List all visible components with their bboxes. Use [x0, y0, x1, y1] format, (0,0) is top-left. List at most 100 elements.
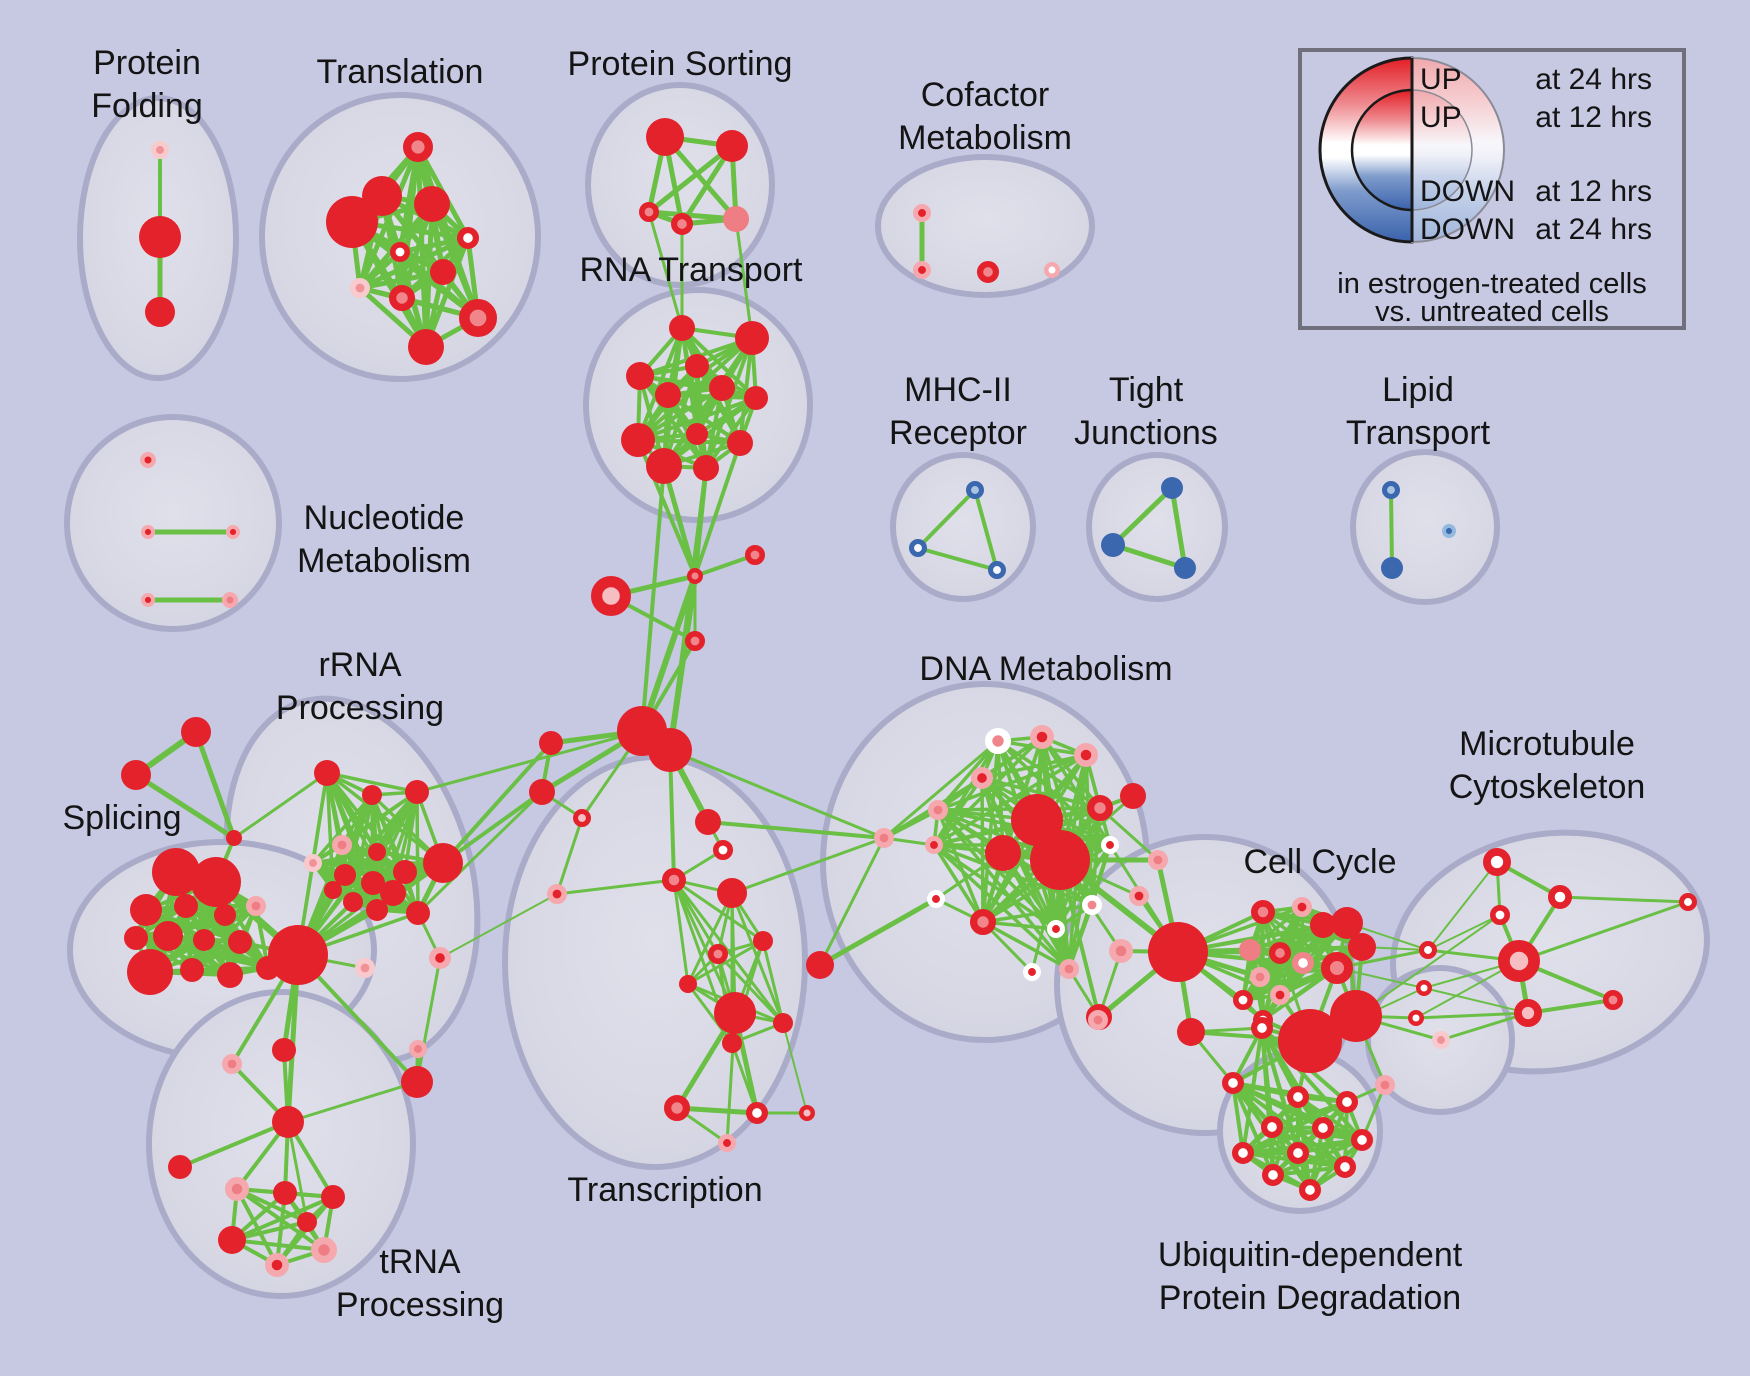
edge — [1241, 961, 1305, 1002]
node-rt3 — [626, 362, 654, 390]
node-c1 — [686, 567, 703, 584]
node-d9 — [1030, 830, 1090, 890]
legend-time-up12: at 12 hrs — [1535, 101, 1652, 134]
node-n5 — [222, 591, 239, 608]
node-ml1 — [1419, 941, 1438, 960]
cluster-label-tight: Tight Junctions — [1074, 371, 1218, 452]
edge — [936, 808, 1071, 971]
cluster-label-splicing: Splicing — [62, 799, 181, 837]
node-tr11 — [773, 1013, 793, 1033]
node-lp2 — [1381, 557, 1403, 579]
node-pf1 — [151, 141, 170, 160]
edge — [133, 772, 237, 841]
node-rt5 — [655, 382, 681, 408]
edge — [1558, 895, 1690, 904]
node-H2 — [648, 728, 692, 772]
node-mt2 — [1547, 884, 1572, 909]
node-bh2 — [1177, 1018, 1205, 1046]
node-ml4 — [1432, 1031, 1451, 1050]
node-s6 — [246, 895, 267, 916]
node-ra7 — [393, 860, 417, 884]
edge — [936, 753, 1088, 812]
node-ra3 — [405, 780, 429, 804]
edge — [1355, 914, 1501, 1017]
node-lp3 — [1441, 524, 1456, 539]
node-ps1 — [646, 118, 684, 156]
node-s10 — [228, 930, 252, 954]
node-rt7 — [744, 386, 768, 410]
node-t10 — [459, 299, 498, 338]
legend-state-down24: DOWN — [1420, 213, 1515, 246]
node-tr1 — [695, 809, 721, 835]
node-mt3 — [1490, 904, 1511, 925]
cluster-label-protein_folding: Protein Folding — [91, 44, 203, 125]
edge — [230, 1238, 326, 1252]
node-cc4 — [1331, 907, 1363, 939]
edge — [936, 808, 985, 924]
node-rt8 — [621, 423, 655, 457]
edge — [1427, 861, 1498, 951]
legend-box — [1298, 48, 1686, 330]
edge — [178, 1120, 290, 1169]
node-d21 — [1023, 963, 1042, 982]
node-u5 — [1260, 1115, 1283, 1138]
legend-time-up24: at 24 hrs — [1535, 63, 1652, 96]
legend-note-line2: vs. untreated cells — [1375, 296, 1609, 328]
node-tr7 — [707, 943, 728, 964]
node-s5 — [214, 904, 236, 926]
edge — [193, 729, 237, 841]
node-mt1 — [1483, 847, 1512, 876]
edge — [761, 939, 785, 1025]
legend-time-down24: at 24 hrs — [1535, 213, 1652, 246]
node-t1 — [403, 131, 434, 162]
edge — [439, 893, 558, 959]
node-u3 — [1286, 1085, 1309, 1108]
cluster-label-lipid: Lipid Transport — [1346, 371, 1491, 452]
cluster-label-transcription: Transcription — [567, 1171, 762, 1209]
node-d10 — [985, 835, 1021, 871]
node-u4 — [1335, 1090, 1358, 1113]
edge — [662, 396, 758, 468]
node-rrHub — [268, 925, 328, 985]
node-u7 — [1350, 1128, 1373, 1151]
edge — [415, 956, 442, 1084]
edge — [286, 1080, 419, 1124]
legend-state-up24: UP — [1420, 63, 1462, 96]
node-ra10 — [361, 871, 385, 895]
node-bn1 — [873, 827, 894, 848]
node-mh1 — [966, 480, 985, 499]
edge — [730, 836, 886, 895]
node-ra6 — [368, 843, 386, 861]
node-cc9 — [1320, 951, 1353, 984]
node-h4 — [218, 1226, 246, 1254]
node-cf3 — [977, 260, 1000, 283]
node-s13 — [217, 962, 243, 988]
node-cc3 — [1310, 912, 1336, 938]
node-mt4 — [1498, 940, 1541, 983]
node-u8 — [1231, 1141, 1254, 1164]
edge — [357, 269, 446, 291]
edge — [441, 790, 544, 865]
node-mh3 — [988, 561, 1007, 580]
node-ra12 — [324, 881, 342, 899]
node-pf2 — [139, 216, 181, 258]
node-tr10 — [714, 992, 756, 1034]
node-d7 — [1120, 783, 1146, 809]
edge — [1427, 914, 1501, 951]
node-cc12 — [1233, 989, 1254, 1010]
edge — [230, 1195, 335, 1242]
node-m2 — [529, 779, 555, 805]
node-rt1 — [669, 315, 695, 341]
edge — [1067, 806, 1102, 971]
edge — [1001, 851, 1071, 971]
node-ra14 — [366, 899, 388, 921]
edge — [716, 952, 785, 1025]
node-u1 — [1221, 1071, 1244, 1094]
node-tr12 — [722, 1033, 742, 1053]
edge — [640, 464, 666, 733]
node-d5 — [927, 799, 948, 820]
node-cf4 — [1043, 261, 1060, 278]
edge — [817, 896, 939, 968]
edge — [661, 463, 698, 579]
node-d18 — [1108, 938, 1133, 963]
